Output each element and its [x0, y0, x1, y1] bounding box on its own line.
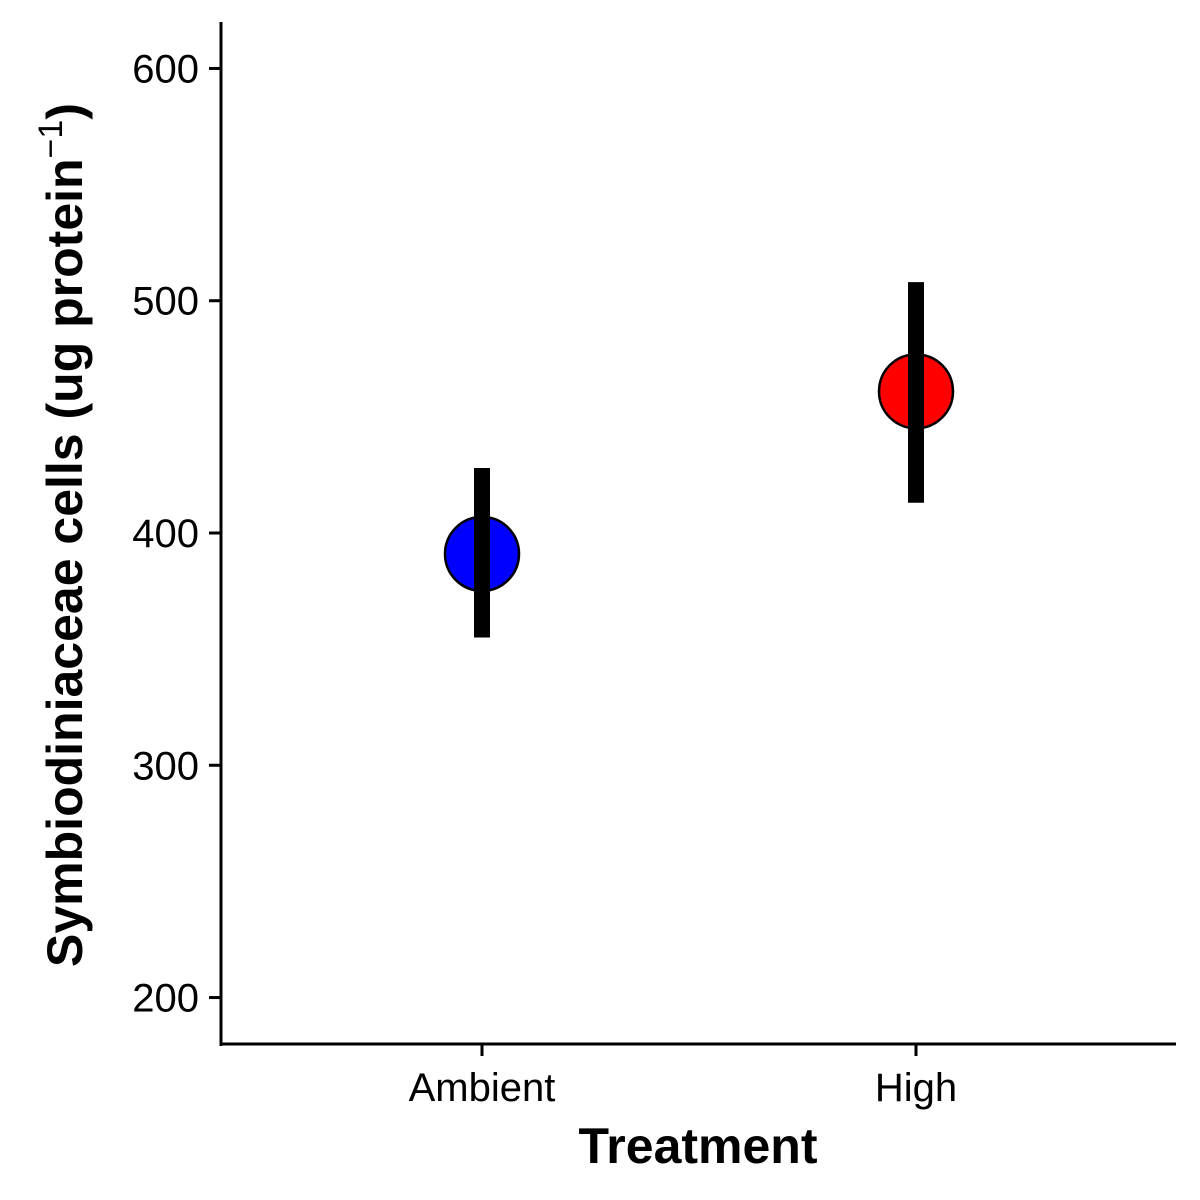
y-tick-label: 500 [132, 280, 199, 324]
y-tick-label: 300 [132, 744, 199, 788]
y-axis-ticks: 200 300 400 500 600 [132, 47, 221, 1021]
plot-marks [443, 282, 955, 638]
y-axis-title-close: ) [37, 103, 93, 120]
y-tick-label: 400 [132, 512, 199, 556]
x-tick-label: Ambient [409, 1066, 556, 1110]
x-tick-label: High [875, 1066, 957, 1110]
x-axis-ticks: Ambient High [409, 1044, 957, 1110]
y-axis-title-superscript: −1 [32, 120, 70, 159]
y-axis-title-main: Symbiodiniaceae cells (ug protein [37, 158, 93, 967]
x-axis-title: Treatment [579, 1118, 818, 1174]
y-tick-label: 200 [132, 977, 199, 1021]
y-axis-title: Symbiodiniaceae cells (ug protein−1) [32, 103, 93, 967]
y-tick-label: 600 [132, 47, 199, 91]
